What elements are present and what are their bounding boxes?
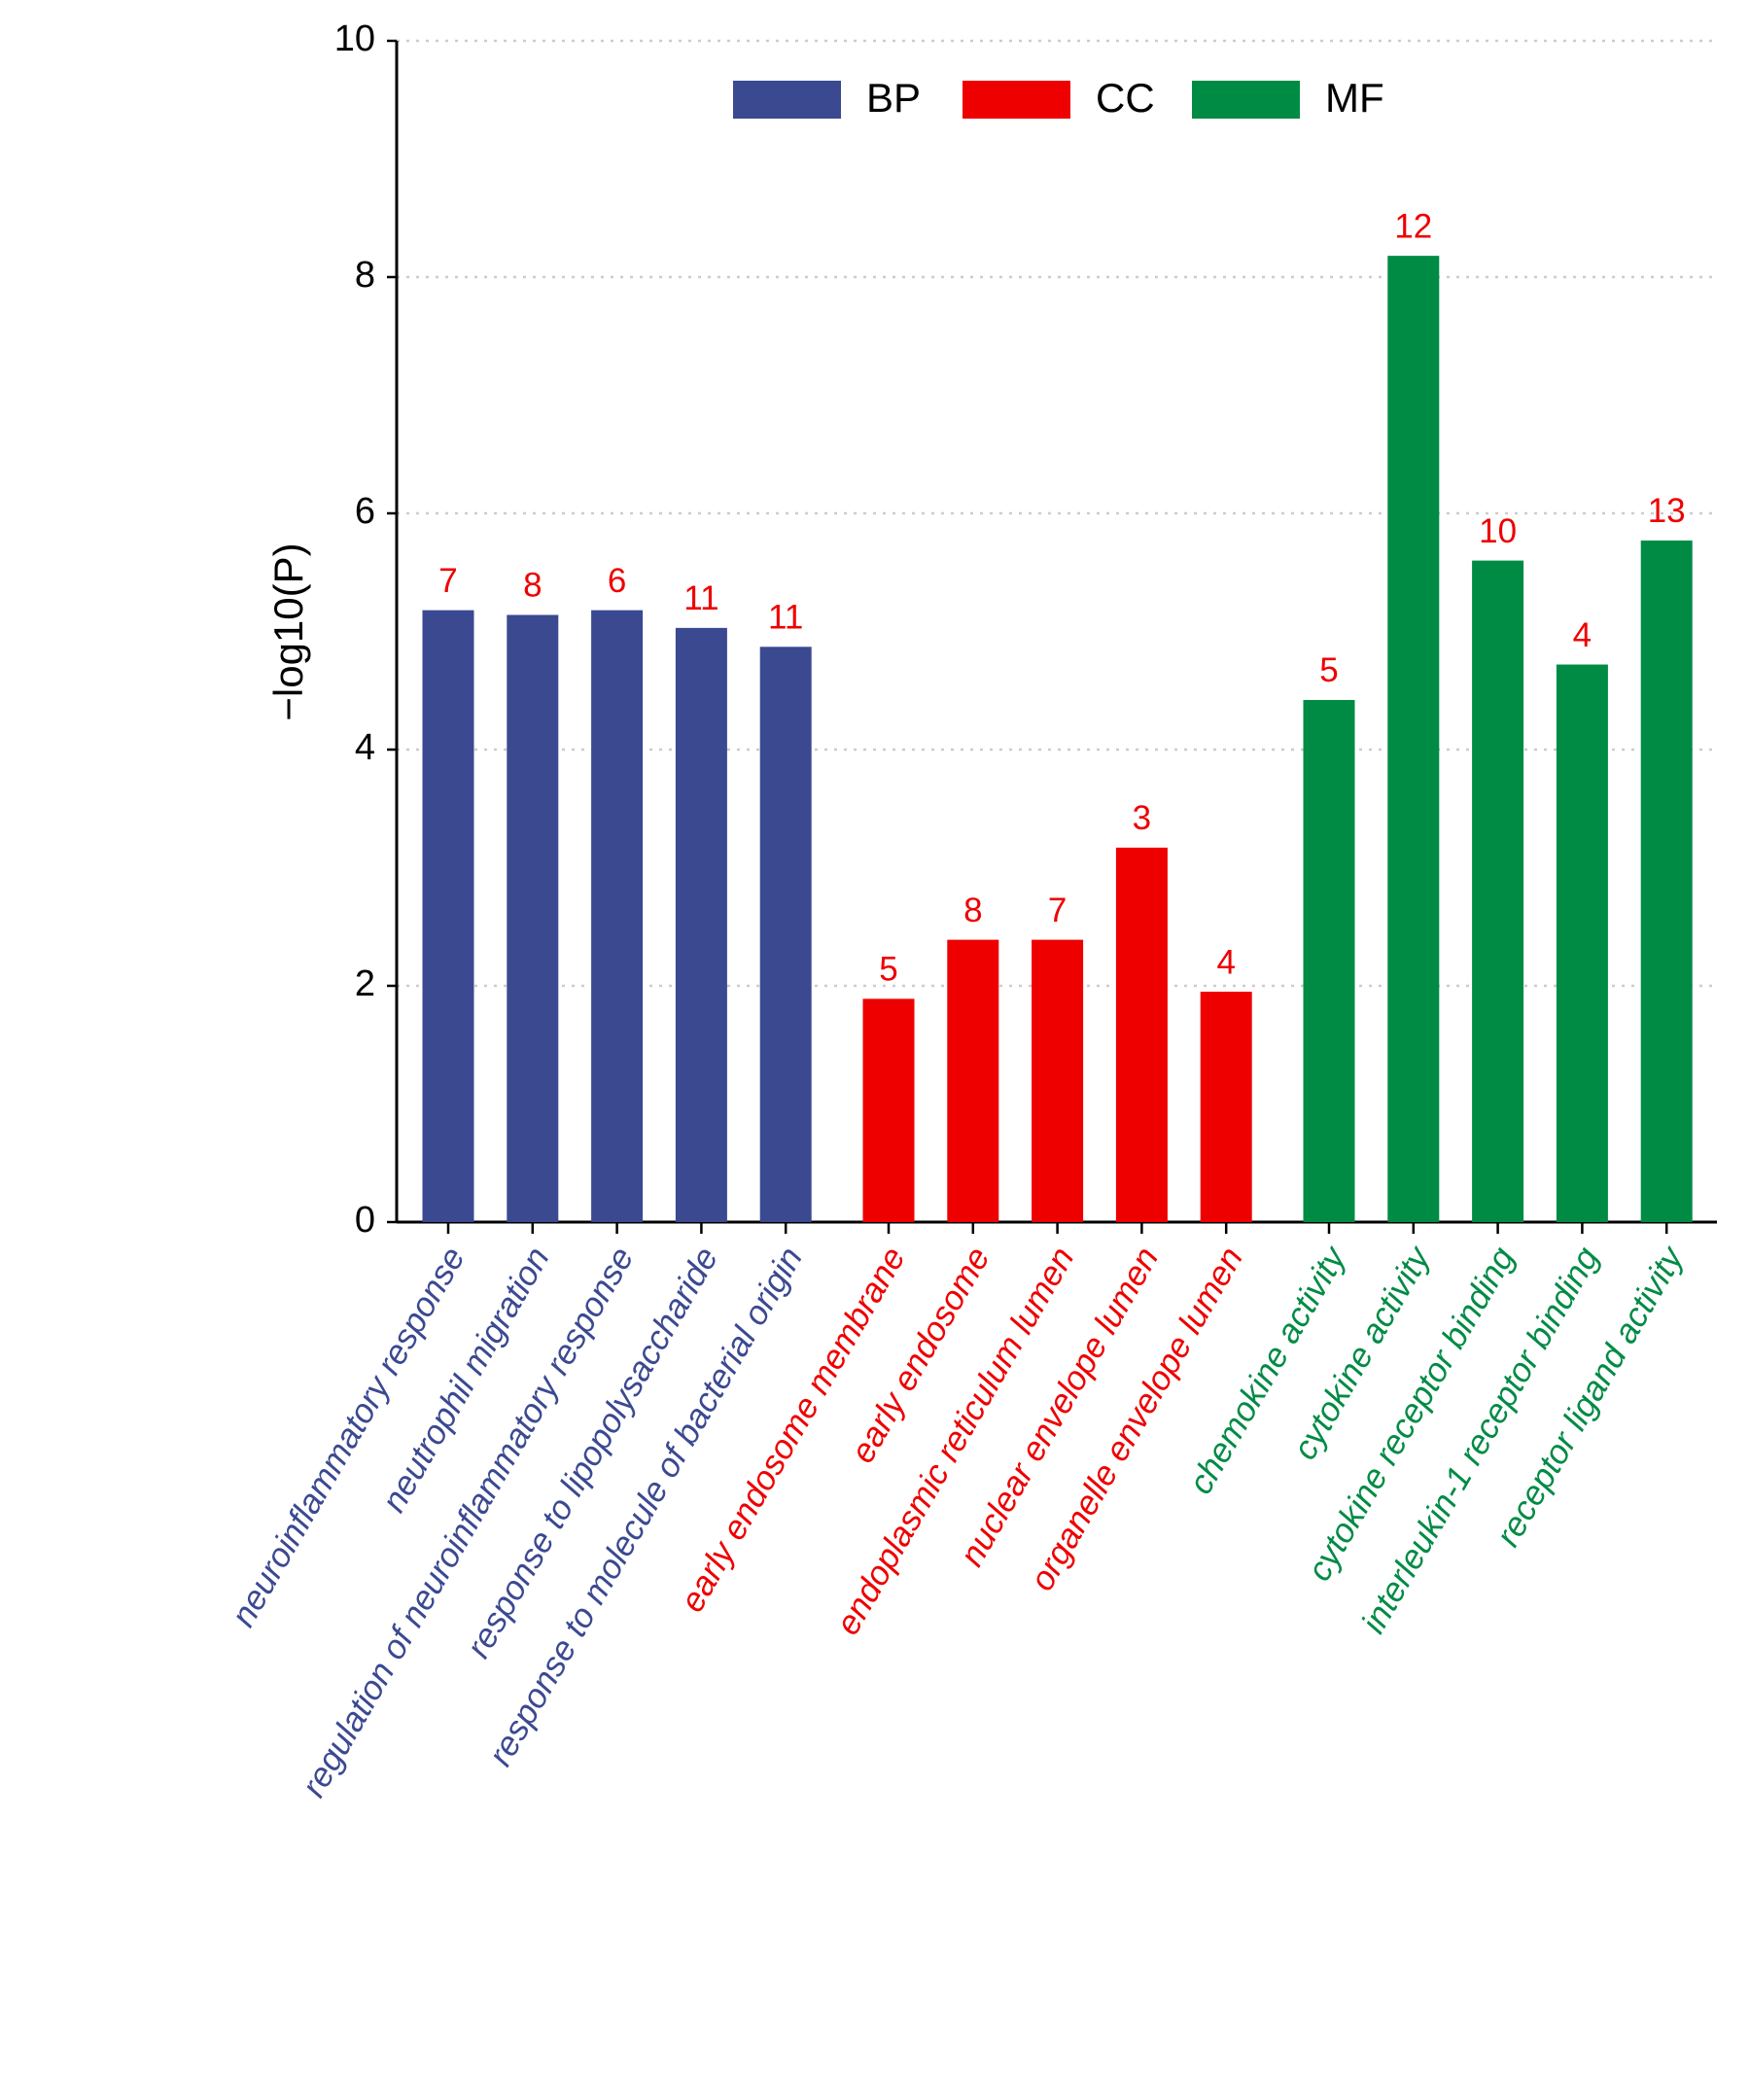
- count-label: 4: [1216, 943, 1235, 981]
- bar: [1303, 699, 1355, 1222]
- legend-label: BP: [866, 75, 921, 121]
- bar: [759, 647, 812, 1222]
- bar: [1387, 256, 1440, 1222]
- y-tick-label: 0: [355, 1200, 375, 1241]
- y-tick-label: 6: [355, 491, 375, 532]
- y-tick-label: 10: [334, 18, 375, 59]
- count-label: 5: [879, 951, 897, 989]
- bar: [675, 627, 727, 1222]
- count-label: 11: [683, 579, 718, 617]
- y-axis-label: −log10(P): [265, 542, 311, 720]
- count-label: 6: [608, 562, 626, 600]
- count-label: 10: [1479, 512, 1517, 550]
- bar: [1472, 560, 1524, 1222]
- count-label: 8: [523, 567, 542, 605]
- count-label: 8: [963, 892, 982, 929]
- count-label: 13: [1648, 492, 1686, 530]
- bar: [591, 610, 644, 1222]
- legend-label: CC: [1096, 75, 1155, 121]
- y-tick-label: 2: [355, 963, 375, 1004]
- y-tick-label: 4: [355, 727, 375, 768]
- bar: [1200, 992, 1252, 1222]
- bar: [422, 610, 474, 1222]
- legend-swatch: [733, 81, 841, 119]
- bar: [862, 998, 915, 1222]
- count-label: 12: [1394, 207, 1432, 245]
- count-label: 11: [768, 599, 803, 637]
- legend-swatch: [1192, 81, 1300, 119]
- count-label: 3: [1133, 799, 1151, 837]
- legend-label: MF: [1325, 75, 1384, 121]
- count-label: 5: [1319, 651, 1338, 689]
- y-tick-label: 8: [355, 255, 375, 296]
- bar: [507, 614, 559, 1222]
- count-label: 4: [1573, 616, 1592, 654]
- count-label: 7: [438, 562, 457, 600]
- bar: [1556, 664, 1608, 1222]
- x-tick-label: regulation of neuroinflammatory response: [295, 1241, 642, 1803]
- bar: [1115, 847, 1168, 1222]
- legend-swatch: [962, 81, 1070, 119]
- bar: [947, 939, 999, 1222]
- bar: [1640, 540, 1693, 1222]
- bar: [1032, 939, 1084, 1222]
- count-label: 7: [1048, 892, 1067, 929]
